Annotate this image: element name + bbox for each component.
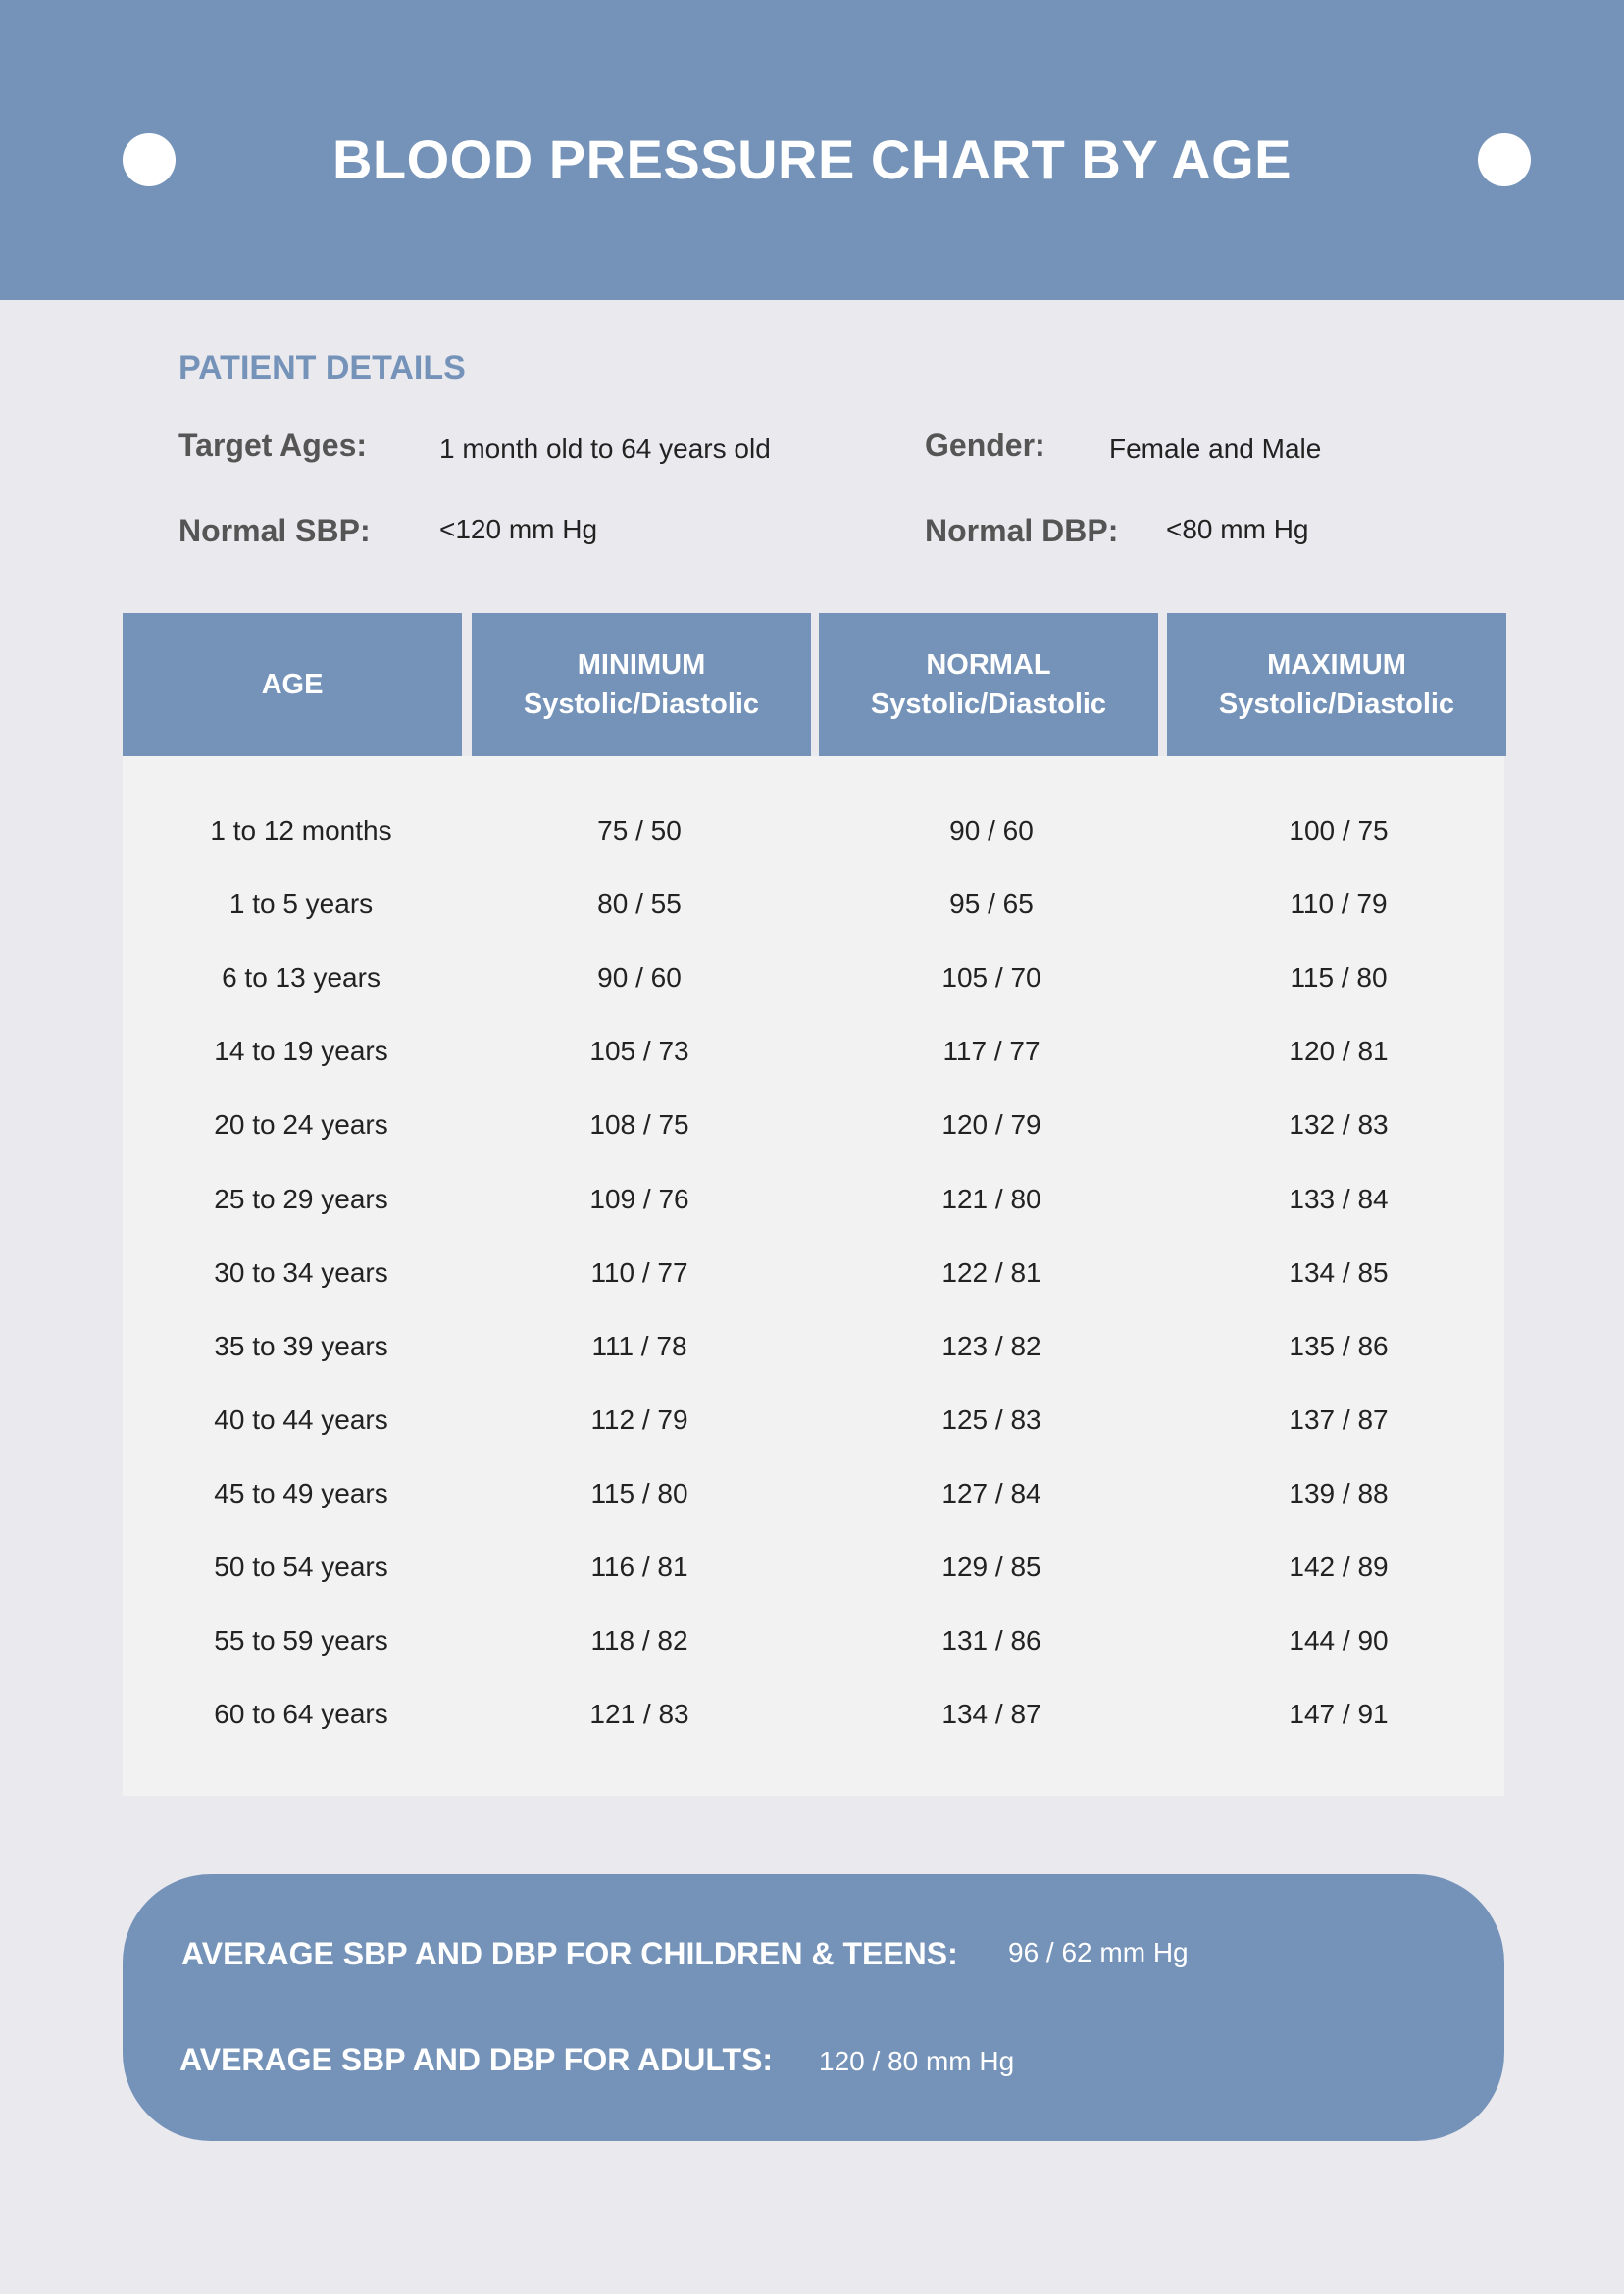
bp-cell: 90 / 60 [597,962,682,994]
column-header-text: MINIMUM [577,649,706,681]
bp-cell: 75 / 50 [597,815,682,845]
column-header-text: NORMAL [926,649,1051,681]
bp-cell: 110 / 77 [590,1256,688,1288]
bp-cell: 142 / 89 [1289,1552,1389,1582]
age-cell: 1 to 12 months [210,815,392,845]
patient-details-heading: PATIENT DETAILS [178,349,466,386]
column-header-text: MAXIMUM [1267,649,1406,681]
bp-cell: 117 / 77 [942,1036,1040,1067]
bp-cell: 111 / 78 [591,1330,687,1361]
bp-cell: 95 / 65 [949,889,1034,920]
age-cell: 30 to 34 years [214,1256,388,1288]
normal-dbp-value: <80 mm Hg [1166,514,1309,544]
bp-cell: 132 / 83 [1289,1109,1389,1141]
column-header: MAXIMUM Systolic/Diastolic [1167,613,1506,756]
bp-cell: 90 / 60 [949,815,1034,845]
target-ages-label: Target Ages: [178,428,368,463]
age-cell: 40 to 44 years [214,1403,388,1435]
bp-cell: 120 / 81 [1289,1036,1389,1067]
adults-average-value: 120 / 80 mm Hg [819,2046,1015,2076]
gender-value: Female and Male [1109,433,1322,464]
bp-cell: 109 / 76 [589,1183,689,1214]
circle-decoration-icon [123,133,176,186]
table-body [123,756,1504,1796]
column-header-text: Systolic/Diastolic [523,688,760,720]
bp-cell: 112 / 79 [590,1403,688,1435]
age-cell: 50 to 54 years [214,1552,388,1582]
bp-cell: 115 / 80 [1290,962,1388,994]
children-average-label: AVERAGE SBP AND DBP FOR CHILDREN & TEENS… [181,1936,958,1971]
bp-cell: 147 / 91 [1289,1699,1389,1730]
column-header-text: Systolic/Diastolic [1218,688,1455,720]
children-average-value: 96 / 62 mm Hg [1008,1937,1189,1967]
bp-cell: 135 / 86 [1289,1330,1389,1361]
normal-dbp-label: Normal DBP: [925,513,1119,548]
bp-cell: 105 / 70 [941,962,1041,994]
bp-cell: 121 / 80 [941,1183,1041,1214]
column-header: MINIMUM Systolic/Diastolic [472,613,811,756]
bp-cell: 110 / 79 [1290,889,1388,920]
circle-decoration-icon [1478,133,1531,186]
bp-cell: 116 / 81 [590,1552,688,1582]
bp-cell: 118 / 82 [590,1625,688,1657]
bp-cell: 125 / 83 [941,1403,1041,1435]
bp-cell: 127 / 84 [941,1477,1041,1508]
bp-cell: 122 / 81 [941,1256,1041,1288]
column-header-text: Systolic/Diastolic [870,688,1107,720]
bp-cell: 134 / 85 [1289,1256,1389,1288]
bp-cell: 105 / 73 [589,1036,689,1067]
column-header: NORMAL Systolic/Diastolic [819,613,1158,756]
normal-sbp-value: <120 mm Hg [439,514,598,544]
bp-cell: 100 / 75 [1289,815,1389,845]
bp-cell: 108 / 75 [589,1109,689,1141]
bp-cell: 133 / 84 [1289,1183,1389,1214]
bp-cell: 137 / 87 [1289,1403,1389,1435]
bp-cell: 129 / 85 [941,1552,1041,1582]
age-cell: 6 to 13 years [222,962,381,994]
age-cell: 45 to 49 years [214,1477,388,1508]
adults-average-label: AVERAGE SBP AND DBP FOR ADULTS: [179,2042,774,2077]
column-header-text: AGE [261,669,324,700]
header-banner: BLOOD PRESSURE CHART BY AGE [0,0,1624,300]
target-ages-value: 1 month old to 64 years old [439,433,771,464]
normal-sbp-label: Normal SBP: [178,513,371,548]
bp-cell: 80 / 55 [597,889,682,920]
age-cell: 60 to 64 years [214,1699,388,1730]
gender-label: Gender: [925,428,1045,463]
age-cell: 20 to 24 years [214,1109,388,1141]
averages-panel: AVERAGE SBP AND DBP FOR CHILDREN & TEENS… [123,1874,1504,2141]
bp-cell: 120 / 79 [941,1109,1041,1141]
age-cell: 14 to 19 years [214,1036,388,1067]
bp-cell: 115 / 80 [590,1477,688,1508]
age-cell: 35 to 39 years [214,1330,388,1361]
bp-cell: 144 / 90 [1289,1625,1389,1657]
column-header: AGE [123,613,462,756]
bp-cell: 121 / 83 [589,1699,689,1730]
age-cell: 25 to 29 years [214,1183,388,1214]
bp-cell: 139 / 88 [1289,1477,1389,1508]
bp-cell: 131 / 86 [941,1625,1041,1657]
bp-cell: 134 / 87 [941,1699,1041,1730]
bp-cell: 123 / 82 [941,1330,1041,1361]
page-title: BLOOD PRESSURE CHART BY AGE [331,128,1293,190]
age-cell: 55 to 59 years [214,1625,388,1657]
age-cell: 1 to 5 years [228,889,374,920]
